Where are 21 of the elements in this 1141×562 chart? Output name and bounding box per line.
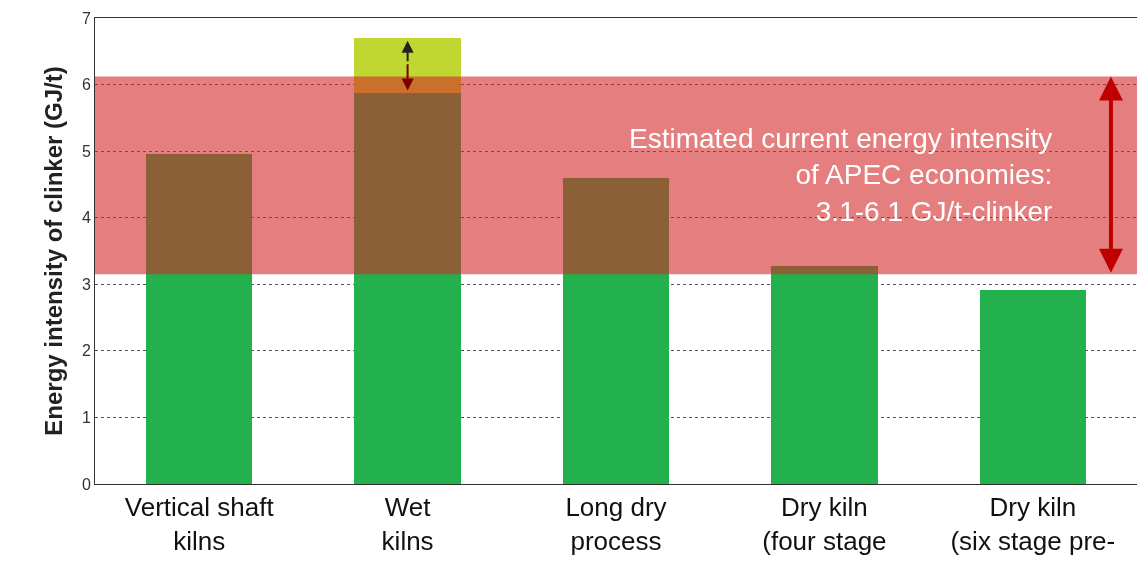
y-tick-label: 1 (81, 409, 91, 427)
y-tick-label: 7 (81, 9, 91, 27)
y-tick-label: 4 (81, 209, 91, 227)
y-tick-label: 3 (81, 275, 91, 293)
y-axis-title: Energy intensity of clinker (GJ/t) (39, 66, 67, 436)
band-label: Estimated current energy intensity of APEC economies: 3.1-6.1 GJ/t-clinker (629, 123, 1053, 227)
y-tick-label: 6 (81, 76, 91, 94)
bar (771, 266, 878, 484)
bar (979, 290, 1086, 484)
bar (146, 153, 253, 484)
bar (354, 37, 461, 94)
x-tick-label: Vertical shaft kilns (124, 492, 275, 556)
bar (354, 93, 461, 484)
x-tick-label: Long dry process (565, 492, 667, 556)
y-tick-label: 5 (81, 142, 91, 160)
bar (562, 178, 670, 484)
x-tick-label: Dry kiln (four stage (762, 492, 887, 556)
x-tick-label: Wet kilns (381, 492, 434, 556)
y-tick-label: 2 (81, 342, 91, 360)
y-tick-label: 0 (81, 475, 91, 493)
x-tick-label: Dry kiln (six stage pre- (950, 492, 1116, 556)
